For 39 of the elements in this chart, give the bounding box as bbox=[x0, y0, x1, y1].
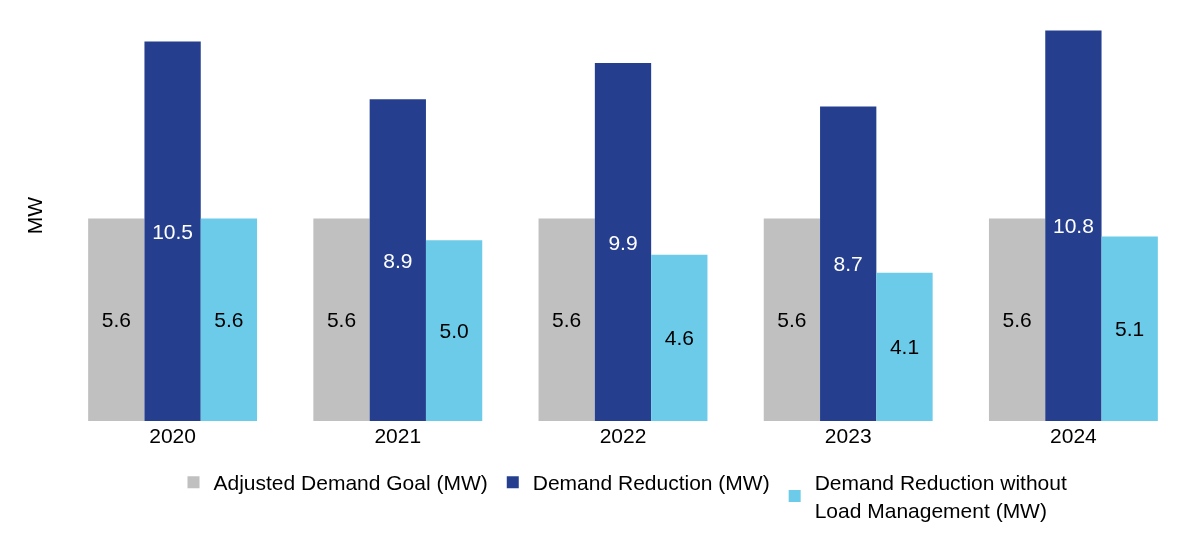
data-label: 4.6 bbox=[664, 326, 694, 350]
bar bbox=[369, 99, 426, 421]
data-label: 4.1 bbox=[889, 335, 920, 359]
data-label: 5.6 bbox=[326, 308, 357, 332]
x-tick-label: 2023 bbox=[824, 424, 872, 447]
x-tick-label: 2021 bbox=[374, 424, 422, 447]
x-tick-label: 2020 bbox=[149, 424, 196, 447]
bar bbox=[594, 63, 652, 421]
bar bbox=[538, 218, 595, 421]
data-label: 5.6 bbox=[1002, 308, 1032, 332]
bar bbox=[144, 41, 201, 421]
data-label: 5.6 bbox=[777, 308, 807, 332]
data-label: 8.7 bbox=[833, 252, 863, 276]
bar bbox=[988, 218, 1046, 421]
legend-label: Demand Reduction (MW) bbox=[532, 471, 770, 495]
data-label: 10.8 bbox=[1052, 214, 1094, 238]
data-label: 8.9 bbox=[383, 248, 413, 272]
data-label: 5.0 bbox=[439, 319, 469, 343]
data-label: 5.6 bbox=[214, 308, 244, 332]
x-tick-label: 2022 bbox=[599, 424, 647, 447]
data-label: 9.9 bbox=[608, 230, 638, 254]
bar bbox=[200, 218, 258, 421]
data-label: 5.6 bbox=[552, 308, 582, 332]
y-axis-title: MW bbox=[23, 196, 47, 235]
bar bbox=[313, 218, 370, 421]
bar bbox=[820, 106, 877, 421]
legend-label: Adjusted Demand Goal (MW) bbox=[213, 471, 488, 495]
data-label: 5.1 bbox=[1115, 317, 1145, 341]
data-label: 10.5 bbox=[152, 219, 194, 243]
bar bbox=[651, 254, 708, 421]
x-tick-label: 2024 bbox=[1050, 424, 1098, 447]
bar bbox=[763, 218, 821, 421]
bar bbox=[1045, 30, 1102, 421]
bar bbox=[425, 240, 483, 421]
bar bbox=[1101, 236, 1158, 421]
data-label: 5.6 bbox=[101, 308, 131, 332]
bar bbox=[876, 272, 933, 421]
bar bbox=[88, 218, 145, 421]
legend-label: Demand Reduction without Load Management (MW) bbox=[814, 471, 1067, 522]
